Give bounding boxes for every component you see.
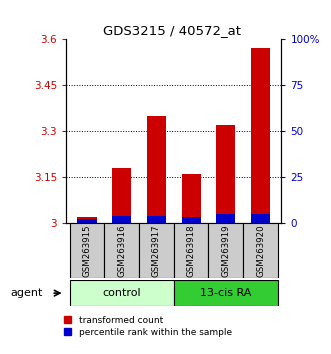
Bar	[182, 174, 201, 223]
Bar	[174, 280, 278, 306]
Text: GSM263915: GSM263915	[82, 224, 91, 277]
Bar	[147, 216, 166, 223]
Text: GSM263917: GSM263917	[152, 224, 161, 277]
Text: GSM263920: GSM263920	[256, 224, 265, 277]
Bar	[147, 116, 166, 223]
Text: GSM263919: GSM263919	[221, 224, 230, 277]
Text: control: control	[102, 288, 141, 298]
Legend: transformed count, percentile rank within the sample: transformed count, percentile rank withi…	[64, 316, 232, 337]
Bar	[243, 223, 278, 278]
Bar	[104, 223, 139, 278]
Bar	[216, 214, 235, 223]
Bar	[112, 216, 131, 223]
Bar	[70, 223, 104, 278]
Bar	[216, 125, 235, 223]
Text: agent: agent	[10, 288, 42, 298]
Text: 13-cis RA: 13-cis RA	[200, 288, 252, 298]
Bar	[77, 217, 97, 223]
Bar	[70, 280, 174, 306]
Text: GSM263918: GSM263918	[187, 224, 196, 277]
Bar	[182, 217, 201, 223]
Bar	[112, 168, 131, 223]
Bar	[77, 219, 97, 223]
Bar	[251, 214, 270, 223]
Bar	[139, 223, 174, 278]
Bar	[251, 48, 270, 223]
Bar	[209, 223, 243, 278]
Bar	[174, 223, 209, 278]
Text: GDS3215 / 40572_at: GDS3215 / 40572_at	[103, 24, 241, 36]
Text: GSM263916: GSM263916	[117, 224, 126, 277]
